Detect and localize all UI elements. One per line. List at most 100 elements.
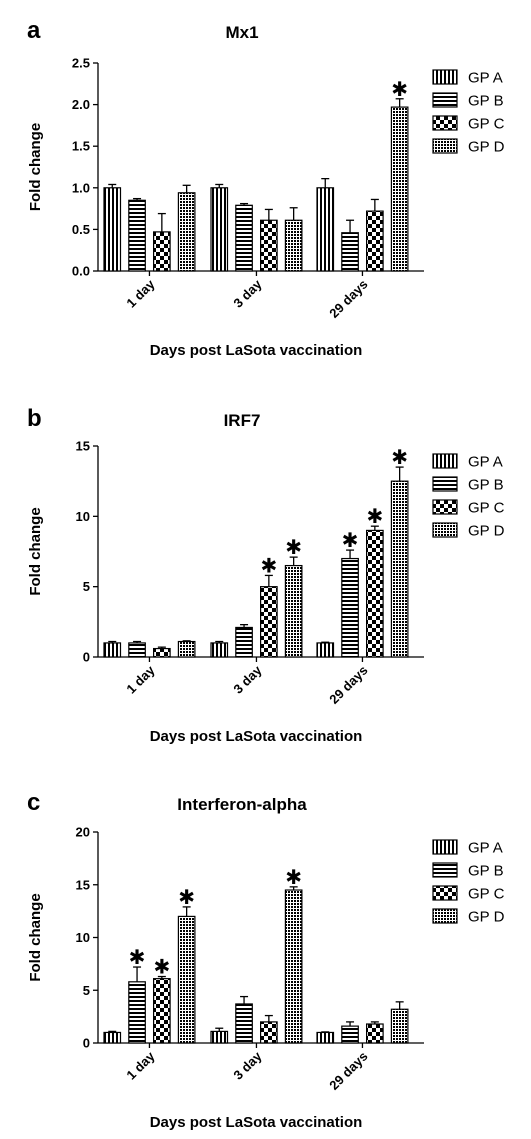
y-tick-label: 15 bbox=[76, 877, 90, 892]
bar-gp-a bbox=[316, 187, 335, 272]
bar-gp-a bbox=[210, 187, 229, 272]
bar-gp-d bbox=[177, 640, 196, 658]
significance-star: ✱ bbox=[366, 504, 383, 528]
bar-gp-c bbox=[153, 231, 171, 272]
bar-gp-c bbox=[153, 978, 171, 1044]
bar-gp-c bbox=[366, 1023, 384, 1044]
y-tick-label: 0 bbox=[83, 650, 90, 665]
legend-label: GP B bbox=[468, 93, 504, 110]
y-tick-label: 2.5 bbox=[72, 56, 90, 71]
legend-swatch bbox=[432, 522, 458, 538]
x-tick-label: 1 day bbox=[123, 662, 158, 697]
x-axis-label: Days post LaSota vaccination bbox=[150, 1114, 363, 1131]
y-axis-label: Fold change bbox=[27, 123, 44, 211]
bar-gp-b bbox=[235, 626, 253, 658]
bar-gp-d bbox=[284, 889, 303, 1044]
y-axis-label: Fold change bbox=[27, 893, 44, 981]
panel-letter: b bbox=[27, 405, 42, 432]
x-tick-label: 1 day bbox=[123, 1048, 158, 1083]
legend-label: GP B bbox=[468, 863, 504, 880]
bar-gp-a bbox=[210, 642, 229, 658]
y-tick-label: 1.5 bbox=[72, 139, 90, 154]
y-tick-label: 10 bbox=[76, 930, 90, 945]
significance-star: ✱ bbox=[129, 945, 146, 969]
x-tick-label: 3 day bbox=[230, 276, 265, 311]
significance-star: ✱ bbox=[178, 885, 195, 909]
legend-swatch bbox=[432, 862, 458, 878]
bar-gp-a bbox=[103, 1031, 122, 1044]
chart-panel-a: a Mx1 0.0 0.5 1.0 1.5 2.0 2.5 Fold change 1 day 3 … bbox=[27, 17, 505, 359]
legend-label: GP A bbox=[468, 840, 503, 857]
x-tick-label: 3 day bbox=[230, 1048, 265, 1083]
legend-swatch bbox=[432, 69, 458, 85]
bar-gp-b bbox=[128, 642, 146, 658]
bar-gp-d bbox=[177, 915, 196, 1044]
bar-gp-d bbox=[177, 192, 196, 272]
bar-gp-b bbox=[235, 204, 253, 272]
y-axis-label: Fold change bbox=[27, 507, 44, 595]
chart-panel-b: b IRF7 0 5 10 15 Fold change 1 day ✱ ✱ 3 day ✱ ✱ ✱ 29 … bbox=[27, 405, 505, 745]
bar-gp-c bbox=[153, 647, 171, 658]
bar-gp-c bbox=[260, 219, 278, 272]
y-tick-label: 0 bbox=[83, 1036, 90, 1051]
bar-gp-b bbox=[128, 199, 146, 272]
legend-swatch bbox=[432, 115, 458, 131]
y-tick-label: 10 bbox=[76, 509, 90, 524]
bar-gp-a bbox=[103, 187, 122, 272]
bar-gp-d bbox=[284, 219, 303, 272]
bar-gp-b bbox=[341, 232, 359, 272]
legend-label: GP A bbox=[468, 70, 503, 87]
significance-star: ✱ bbox=[391, 445, 408, 469]
panel-letter: a bbox=[27, 17, 41, 44]
bar-gp-b bbox=[341, 1025, 359, 1044]
x-axis-label: Days post LaSota vaccination bbox=[150, 728, 363, 745]
y-tick-label: 15 bbox=[76, 439, 90, 454]
x-tick-label: 1 day bbox=[123, 276, 158, 311]
y-tick-label: 0.5 bbox=[72, 222, 90, 237]
legend-label: GP A bbox=[468, 454, 503, 471]
legend-label: GP C bbox=[468, 500, 505, 517]
bar-gp-d bbox=[284, 564, 303, 658]
legend-swatch bbox=[432, 499, 458, 515]
panel-letter: c bbox=[27, 789, 40, 816]
legend-label: GP D bbox=[468, 139, 505, 156]
legend-label: GP C bbox=[468, 116, 505, 133]
bar-gp-c bbox=[260, 1021, 278, 1044]
chart-title: Interferon-alpha bbox=[177, 795, 307, 814]
bar-gp-d bbox=[390, 480, 409, 658]
bar-gp-d bbox=[390, 106, 409, 272]
y-tick-label: 0.0 bbox=[72, 264, 90, 279]
significance-star: ✱ bbox=[260, 553, 277, 577]
x-axis-label: Days post LaSota vaccination bbox=[150, 342, 363, 359]
legend-swatch bbox=[432, 453, 458, 469]
bar-gp-b bbox=[128, 981, 146, 1044]
bar-gp-a bbox=[103, 642, 122, 658]
legend-swatch bbox=[432, 138, 458, 154]
significance-star: ✱ bbox=[342, 528, 359, 552]
x-tick-label: 29 days bbox=[326, 663, 370, 707]
bar-gp-c bbox=[260, 586, 278, 658]
x-tick-label: 29 days bbox=[326, 277, 370, 321]
bar-gp-b bbox=[341, 557, 359, 658]
bar-gp-d bbox=[390, 1008, 409, 1044]
bar-gp-c bbox=[366, 210, 384, 272]
legend-swatch bbox=[432, 476, 458, 492]
significance-star: ✱ bbox=[285, 535, 302, 559]
chart-panel-c: c Interferon-alpha 0 5 10 15 20 Fold change ✱ ✱ ✱ 1… bbox=[27, 789, 505, 1131]
bar-gp-a bbox=[210, 1030, 229, 1044]
chart-title: Mx1 bbox=[225, 23, 258, 42]
significance-star: ✱ bbox=[391, 77, 408, 101]
y-tick-label: 5 bbox=[83, 983, 90, 998]
legend-swatch bbox=[432, 908, 458, 924]
significance-star: ✱ bbox=[285, 865, 302, 889]
bar-gp-a bbox=[316, 642, 335, 658]
legend-label: GP B bbox=[468, 477, 504, 494]
legend-swatch bbox=[432, 839, 458, 855]
legend-swatch bbox=[432, 92, 458, 108]
significance-star: ✱ bbox=[153, 955, 170, 979]
y-tick-label: 1.0 bbox=[72, 180, 90, 195]
legend-label: GP D bbox=[468, 909, 505, 926]
bar-gp-c bbox=[366, 529, 384, 658]
legend-label: GP C bbox=[468, 886, 505, 903]
